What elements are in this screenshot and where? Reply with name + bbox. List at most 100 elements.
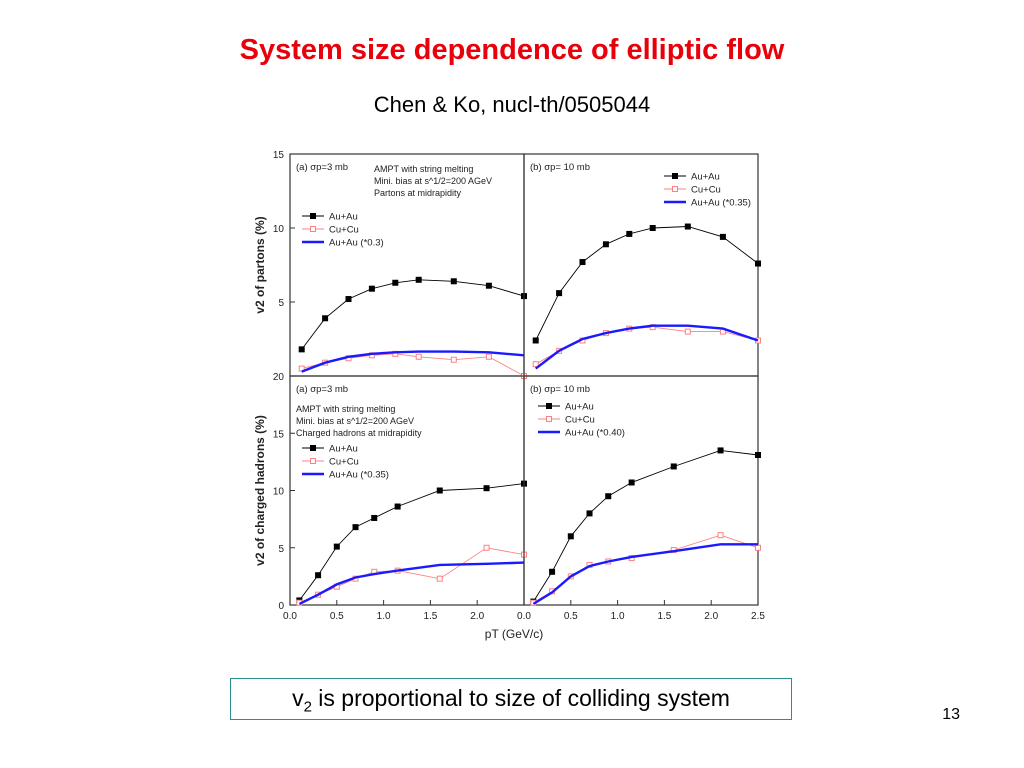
y-tick-label: 0 — [278, 601, 284, 612]
panel-label: (b) σp= 10 mb — [530, 384, 590, 395]
legend-swatch-marker — [310, 445, 316, 451]
y-axis-label: v2 of partons (%) — [253, 216, 267, 313]
data-point — [371, 514, 378, 521]
x-tick-label: 0.0 — [517, 611, 531, 622]
data-point — [755, 452, 761, 459]
series-line-0 — [301, 279, 525, 350]
data-point — [556, 290, 563, 297]
data-point — [532, 337, 539, 344]
data-point — [315, 572, 322, 579]
legend-label: Au+Au (*0.40) — [565, 428, 625, 439]
series-line-2 — [532, 543, 758, 605]
data-point — [450, 356, 457, 363]
data-point — [684, 328, 691, 335]
legend-swatch-marker — [672, 173, 678, 179]
data-point — [485, 282, 492, 289]
panel-frame — [523, 375, 759, 606]
data-point — [392, 279, 399, 286]
y-tick-label: 10 — [273, 487, 285, 498]
data-point — [532, 361, 539, 368]
elliptic-flow-figure: 5 10 15 v2 of partons (%) (a) σp=3 mb AMPT wi… — [253, 150, 765, 641]
data-point — [717, 447, 724, 454]
x-tick-label: 1.0 — [611, 611, 625, 622]
panel-bottom-right: 0.0 0.5 1.0 1.5 2.0 2.5 pT (GeV/c) (b) σp= 10 m… — [485, 375, 765, 641]
data-point — [684, 223, 691, 230]
x-tick-label: 0.0 — [283, 611, 297, 622]
legend-swatch-marker — [672, 186, 678, 192]
data-point — [436, 487, 443, 494]
data-point — [755, 260, 761, 267]
series-line-0 — [535, 226, 759, 341]
y-tick-label: 15 — [273, 429, 285, 440]
y-tick-label: 5 — [278, 298, 284, 309]
page-number: 13 — [942, 706, 960, 723]
slide-title: System size dependence of elliptic flow — [239, 34, 785, 66]
legend-label: Cu+Cu — [329, 225, 359, 236]
data-point — [579, 259, 586, 266]
data-point — [719, 233, 726, 240]
legend-swatch-marker — [310, 226, 316, 232]
legend-label: Au+Au — [565, 402, 594, 413]
data-point — [586, 510, 593, 517]
panel-frame — [523, 153, 759, 377]
legend-swatch-marker — [546, 416, 552, 422]
x-tick-label: 2.5 — [751, 611, 765, 622]
caption-text: is proportional to size of colliding sys… — [311, 685, 730, 711]
y-tick-label: 10 — [273, 224, 285, 235]
data-point — [483, 544, 490, 551]
data-point — [345, 296, 352, 303]
series-line-1 — [299, 547, 525, 604]
x-tick-label: 0.5 — [564, 611, 578, 622]
y-tick-label: 5 — [278, 544, 284, 555]
y-axis-label: v2 of charged hadrons (%) — [253, 415, 267, 566]
x-tick-label: 1.5 — [657, 611, 671, 622]
data-point — [368, 285, 375, 292]
panel-note: Mini. bias at s^1/2=200 AGeV — [296, 416, 414, 426]
data-point — [605, 493, 612, 500]
data-point — [483, 485, 490, 492]
y-tick-label: 20 — [273, 372, 285, 383]
x-tick-label: 0.5 — [330, 611, 344, 622]
panel-label: (b) σp= 10 mb — [530, 162, 590, 173]
panel-note: Partons at midrapidity — [374, 188, 462, 198]
panel-note: AMPT with string melting — [296, 404, 395, 414]
data-point — [626, 230, 633, 237]
legend-swatch-marker — [310, 458, 316, 464]
data-point — [333, 543, 340, 550]
legend-swatch-marker — [546, 403, 552, 409]
x-axis-label: pT (GeV/c) — [485, 627, 543, 641]
x-tick-label: 1.5 — [423, 611, 437, 622]
x-tick-label: 1.0 — [377, 611, 391, 622]
panel-top-left: 5 10 15 v2 of partons (%) (a) σp=3 mb AMPT wi… — [253, 150, 527, 379]
data-point — [352, 524, 359, 531]
legend-label: Cu+Cu — [691, 185, 721, 196]
legend-label: Au+Au (*0.35) — [329, 470, 389, 481]
panel-bottom-left: 0 5 10 15 20 0.0 0.5 1.0 1.5 2.0 v2 of charged had… — [253, 372, 527, 622]
x-tick-label: 2.0 — [470, 611, 484, 622]
slide-subtitle: Chen & Ko, nucl-th/0505044 — [373, 92, 651, 117]
panel-note: Mini. bias at s^1/2=200 AGeV — [374, 176, 492, 186]
caption-box: v2 is proportional to size of colliding … — [230, 678, 792, 720]
series-line-0 — [299, 483, 525, 601]
y-tick-label: 15 — [273, 150, 285, 161]
data-point — [415, 276, 422, 283]
legend-label: Cu+Cu — [329, 457, 359, 468]
panel-note: AMPT with string melting — [374, 164, 473, 174]
data-point — [567, 533, 574, 540]
data-point — [436, 575, 443, 582]
data-point — [450, 278, 457, 285]
data-point — [322, 315, 329, 322]
data-point — [549, 568, 556, 575]
x-tick-label: 2.0 — [704, 611, 718, 622]
panel-label: (a) σp=3 mb — [296, 162, 348, 173]
series-line-2 — [298, 561, 525, 605]
panel-label: (a) σp=3 mb — [296, 384, 348, 395]
data-point — [628, 479, 635, 486]
panel-note: Charged hadrons at midrapidity — [296, 428, 422, 438]
series-line-2 — [301, 350, 525, 373]
caption-subscript: 2 — [303, 698, 312, 716]
legend-label: Cu+Cu — [565, 415, 595, 426]
data-point — [649, 225, 656, 231]
legend-label: Au+Au (*0.3) — [329, 238, 384, 249]
caption-v: v — [292, 685, 304, 711]
